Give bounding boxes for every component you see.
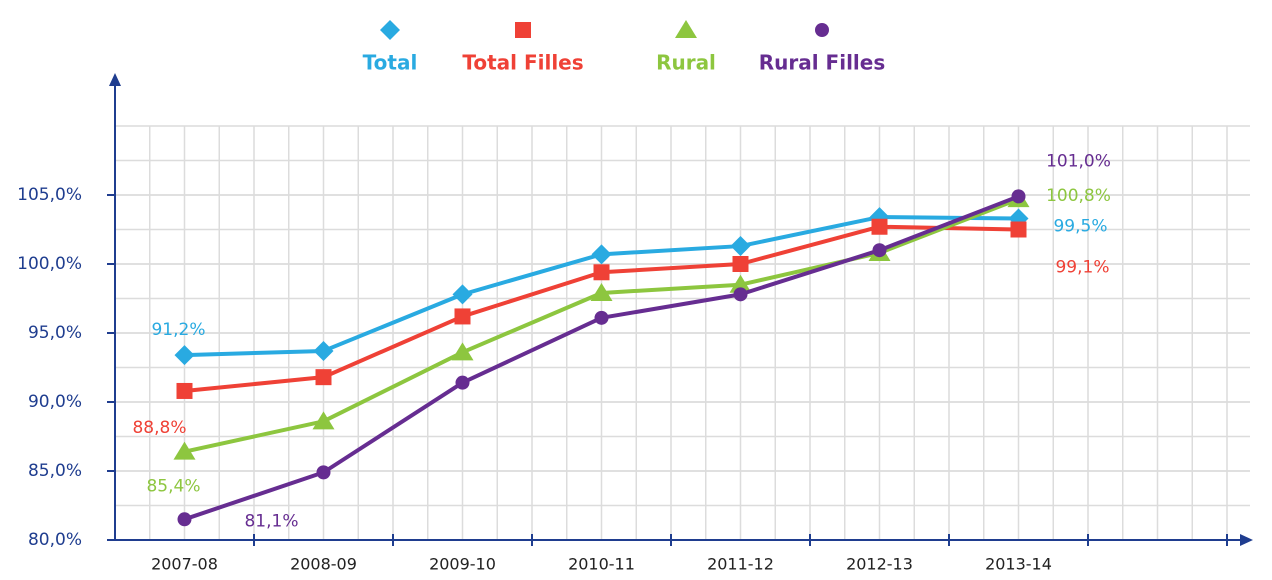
marker [454, 308, 471, 325]
legend-label: Rural [656, 51, 716, 75]
marker [315, 369, 332, 386]
marker [176, 382, 193, 399]
marker [455, 375, 470, 390]
marker [177, 512, 192, 527]
marker [452, 284, 473, 305]
marker [730, 236, 751, 257]
marker [316, 465, 331, 480]
marker [732, 256, 749, 272]
marker [313, 340, 334, 361]
data-label: 88,8% [132, 418, 186, 438]
x-tick-label: 2007-08 [151, 555, 218, 574]
marker [1010, 221, 1027, 238]
data-label: 99,1% [1055, 258, 1109, 278]
marker [451, 342, 474, 361]
legend-label: Total Filles [462, 51, 583, 75]
marker [174, 345, 195, 366]
y-tick-label: 85,0% [28, 461, 82, 481]
data-label: 85,4% [146, 477, 200, 497]
y-tick-label: 105,0% [17, 185, 82, 205]
marker [594, 310, 609, 325]
x-tick-label: 2008-09 [290, 555, 357, 574]
marker [593, 264, 610, 281]
y-tick-label: 80,0% [28, 530, 82, 550]
data-label: 81,1% [244, 511, 298, 531]
marker [729, 274, 752, 293]
data-label: 99,5% [1053, 216, 1107, 236]
y-axis-arrow [109, 73, 121, 86]
marker [872, 243, 887, 258]
marker [173, 441, 196, 460]
y-tick-label: 95,0% [28, 323, 82, 343]
x-axis-arrow [1240, 534, 1253, 546]
legend-label: Total [363, 51, 418, 75]
marker [675, 20, 697, 38]
x-tick-label: 2009-10 [429, 555, 496, 574]
y-tick-label: 100,0% [17, 254, 82, 274]
x-tick-label: 2011-12 [707, 555, 774, 574]
marker [380, 20, 400, 40]
marker [871, 218, 888, 235]
x-tick-label: 2013-14 [985, 555, 1052, 574]
data-label: 91,2% [151, 320, 205, 340]
x-tick-label: 2012-13 [846, 555, 913, 574]
series: Rural Filles [177, 23, 1026, 527]
data-label: 101,0% [1046, 151, 1111, 171]
marker [591, 244, 612, 265]
x-tick-label: 2010-11 [568, 555, 635, 574]
data-label: 100,8% [1046, 186, 1111, 206]
marker [312, 411, 335, 430]
legend-label: Rural Filles [759, 51, 886, 75]
marker [515, 22, 531, 38]
series: Total Filles [176, 22, 1027, 399]
marker [815, 23, 829, 37]
marker [590, 282, 613, 301]
y-tick-label: 90,0% [28, 392, 82, 412]
marker [1011, 189, 1026, 204]
marker [733, 287, 748, 302]
